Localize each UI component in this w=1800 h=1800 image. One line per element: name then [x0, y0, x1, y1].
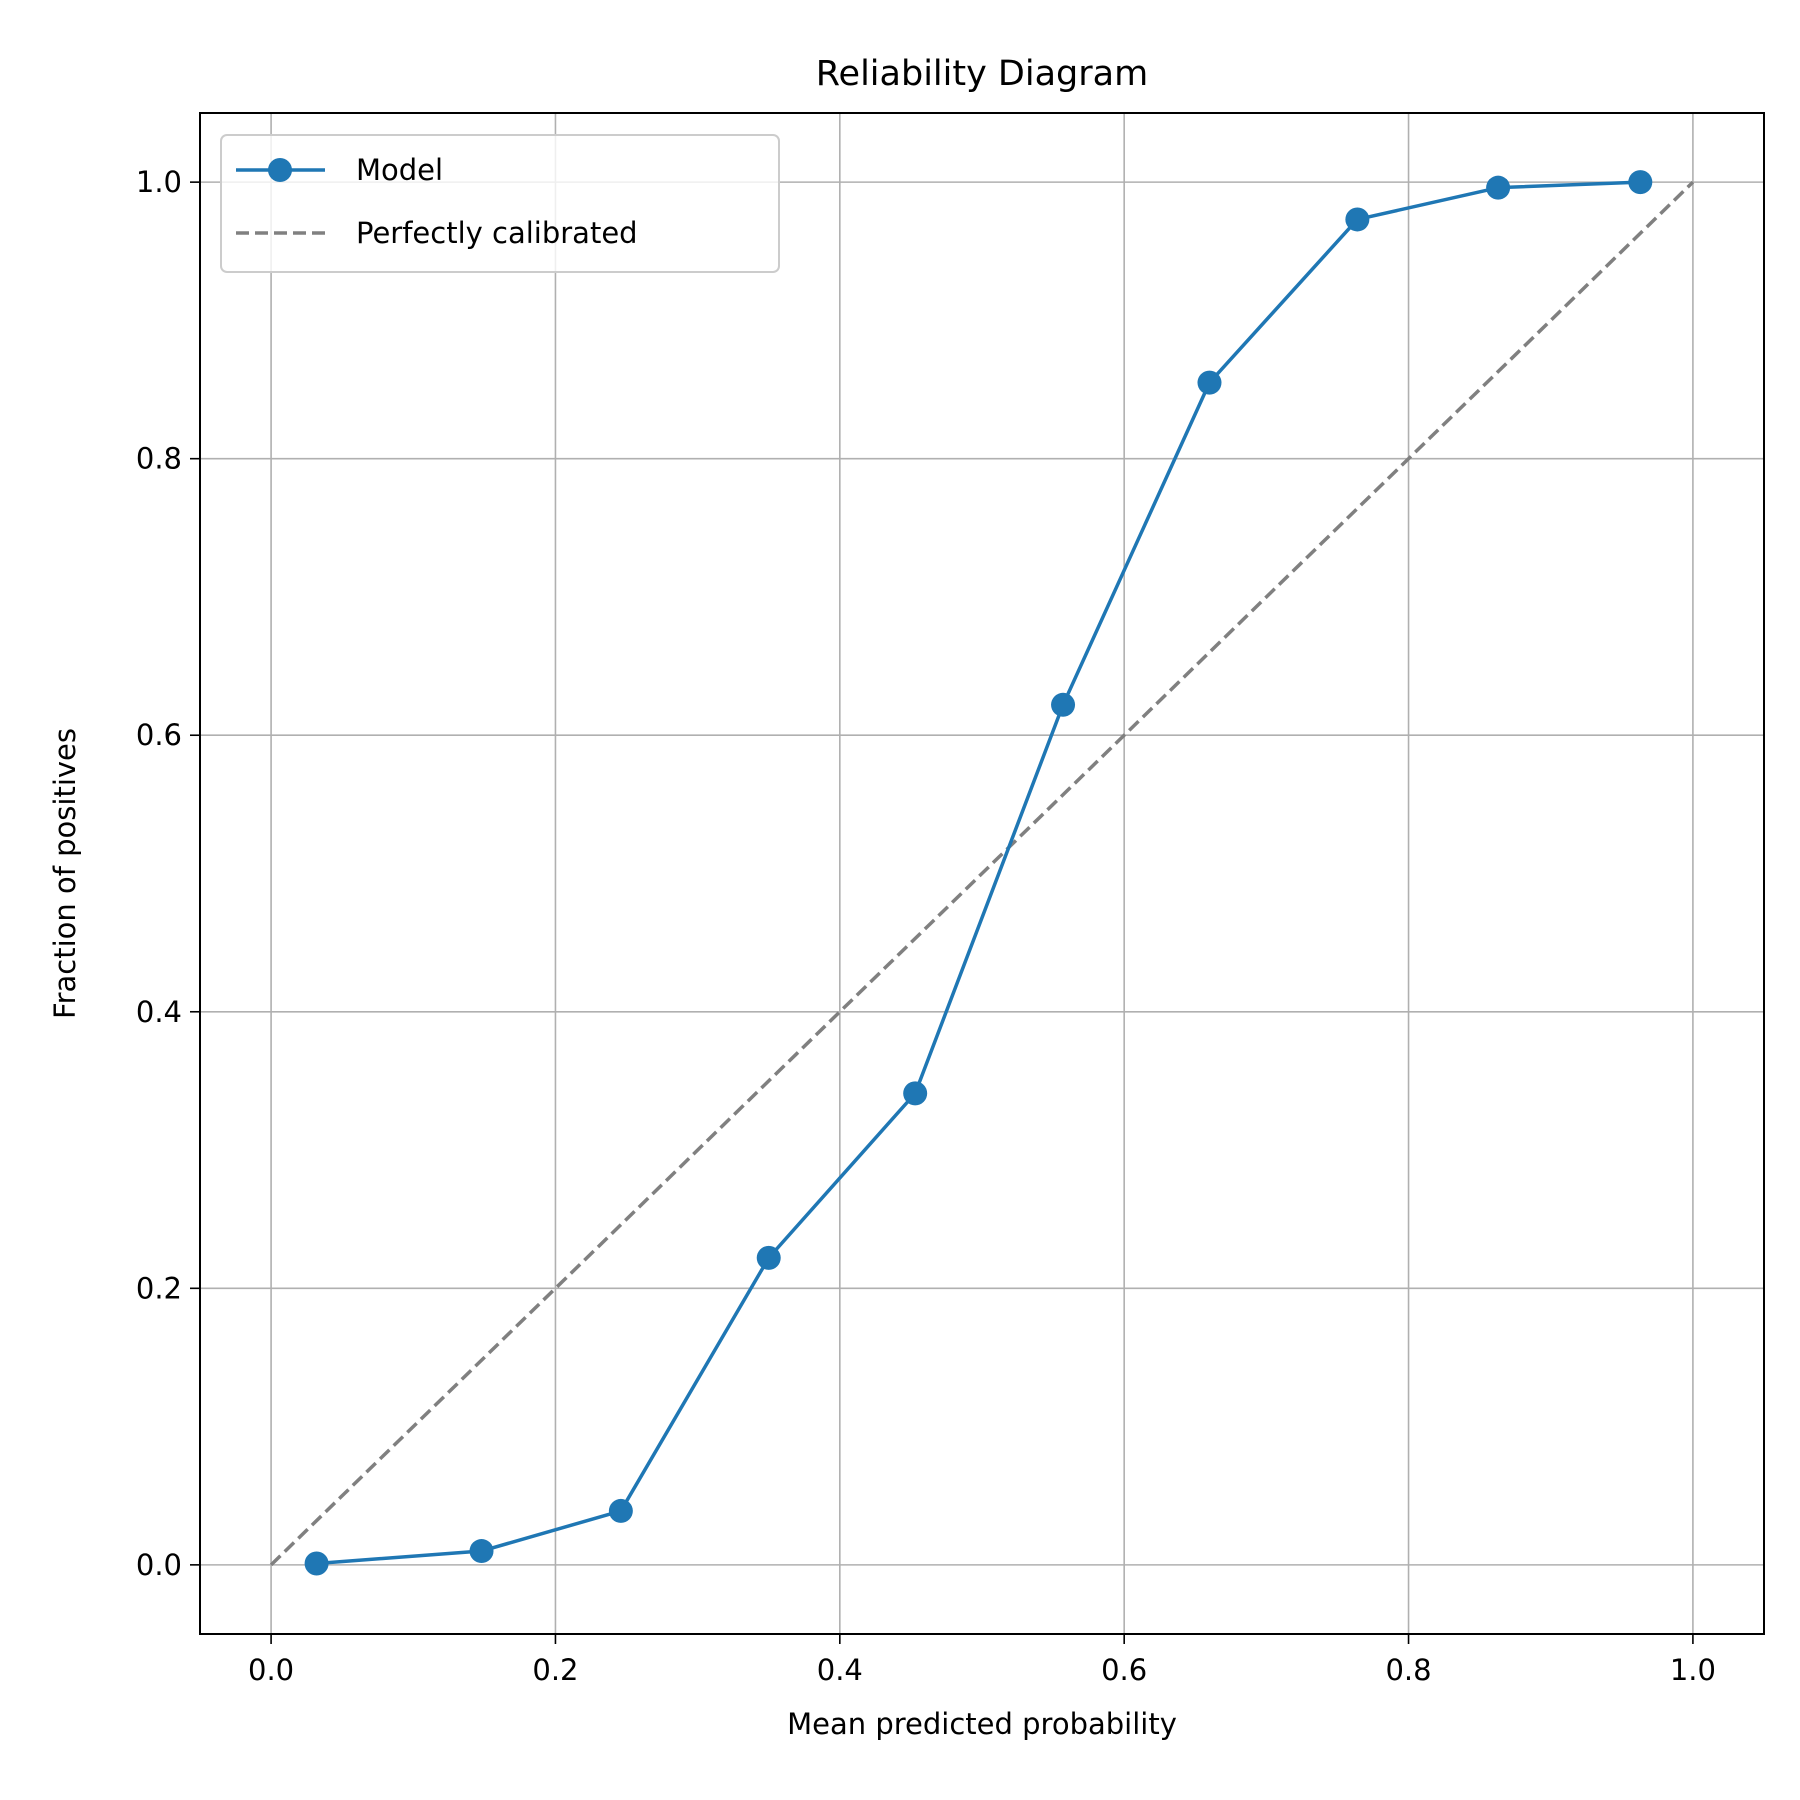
legend-model-label: Model	[356, 153, 443, 187]
y-tick-label: 0.6	[136, 718, 182, 752]
model-point	[608, 1498, 633, 1523]
legend-box	[220, 134, 780, 273]
model-point	[1628, 170, 1653, 195]
x-tick-label: 0.0	[248, 1653, 294, 1687]
plot-series	[269, 170, 1695, 1576]
model-point	[304, 1551, 329, 1576]
model-point	[1197, 370, 1222, 395]
model-point	[1486, 175, 1511, 200]
y-tick-label: 0.8	[136, 442, 182, 476]
model-line	[316, 180, 1641, 1566]
legend-model-marker	[268, 158, 292, 182]
model-point	[756, 1245, 781, 1270]
x-tick-label: 1.0	[1670, 1653, 1716, 1687]
model-point	[1051, 692, 1076, 717]
y-tick-label: 0.2	[136, 1271, 182, 1305]
model-point	[1345, 207, 1370, 232]
y-tick-label: 0.0	[136, 1548, 182, 1582]
y-tick-label: 1.0	[136, 165, 182, 199]
x-tick-label: 0.8	[1385, 1653, 1431, 1687]
legend: Model Perfectly calibrated	[220, 134, 780, 273]
x-axis-label: Mean predicted probability	[787, 1707, 1177, 1741]
y-axis-label: Fraction of positives	[48, 728, 82, 1019]
perfectly-calibrated-line	[269, 180, 1695, 1567]
legend-calibrated-label: Perfectly calibrated	[356, 216, 638, 250]
grid	[200, 113, 1764, 1634]
ticks: 0.0 0.2 0.4 0.6 0.8 1.0 0.0 0.2 0.4 0.6 0.8 1.0	[136, 165, 1716, 1687]
x-tick-label: 0.2	[532, 1653, 578, 1687]
x-tick-label: 0.4	[817, 1653, 863, 1687]
y-tick-label: 0.4	[136, 995, 182, 1029]
chart-title: Reliability Diagram	[816, 54, 1148, 94]
axes-frame	[199, 112, 1765, 1635]
x-tick-label: 0.6	[1101, 1653, 1147, 1687]
model-point	[469, 1539, 494, 1564]
model-point	[903, 1081, 928, 1106]
